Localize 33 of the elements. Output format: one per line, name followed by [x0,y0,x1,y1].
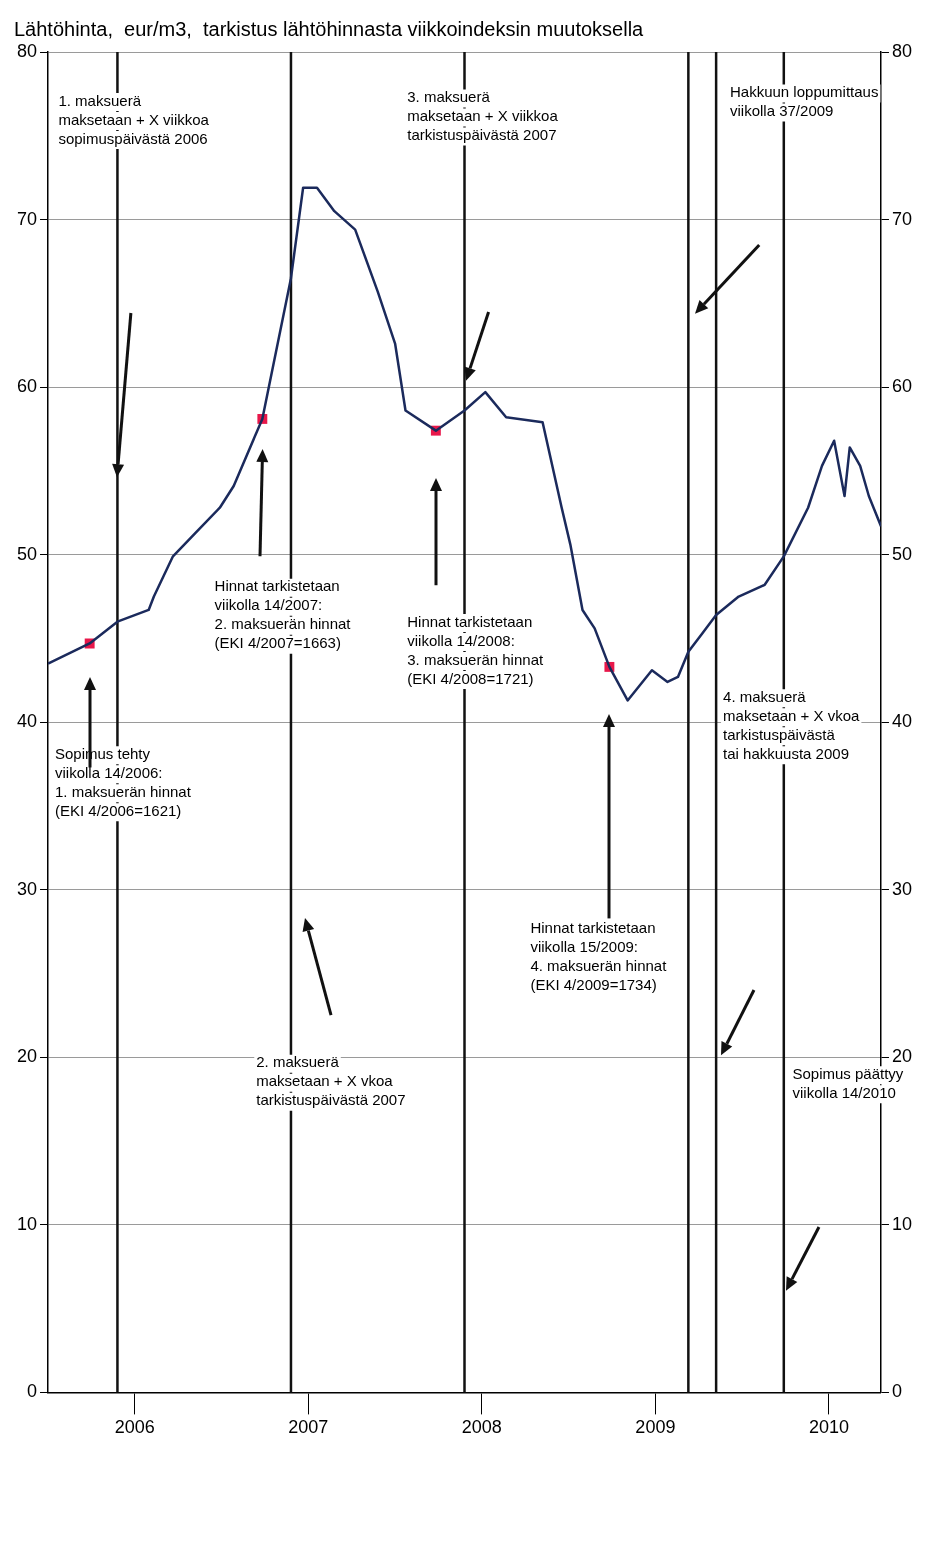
annotation: Hinnat tarkistetaan viikolla 14/2007: 2. maksuerän hinnat (EKI 4/2007=1663) [214,577,352,652]
annotation: Hakkuun loppumittaus viikolla 37/2009 [730,83,879,120]
y2-tick-label: 20 [891,1046,913,1067]
x-tick-label: 2007 [288,1417,329,1438]
y2-tick-label: 40 [891,711,913,732]
annotation: 2. maksuerä maksetaan + X vkoa tarkistuspäivästä 2007 [256,1053,406,1109]
x-tick-label: 2006 [114,1417,155,1438]
x-tick-label: 2009 [635,1417,676,1438]
y2-tick-label: 0 [891,1381,902,1402]
y-tick-label: 0 [27,1381,38,1402]
annotation: 3. maksuerä maksetaan + X viikkoa tarkistuspäivästä 2007 [407,88,559,144]
y-tick-label: 80 [16,40,38,61]
y-tick-label: 60 [16,376,38,397]
annotation: 1. maksuerä maksetaan + X viikkoa sopimuspäivästä 2006 [58,91,210,147]
chart-title: Lähtöhinta, eur/m3, tarkistus lähtöhinnasta viikkoindeksin muutoksella [14,17,645,40]
y-tick-label: 30 [16,878,38,899]
x-tick-label: 2010 [808,1417,849,1438]
y-tick-label: 20 [16,1046,38,1067]
x-tick-label: 2008 [461,1417,502,1438]
y2-tick-label: 50 [891,543,913,564]
y-tick-label: 10 [16,1213,38,1234]
y-tick-label: 50 [16,543,38,564]
annotation: Hinnat tarkistetaan viikolla 15/2009: 4. maksuerän hinnat (EKI 4/2009=1734) [530,919,668,994]
y2-tick-label: 10 [891,1213,913,1234]
y2-tick-label: 70 [891,208,913,229]
annotation: 4. maksuerä maksetaan + X vkoa tarkistuspäivästä tai hakkuusta 2009 [723,688,861,763]
y2-tick-label: 80 [891,40,913,61]
y-tick-label: 70 [16,208,38,229]
y-tick-label: 40 [16,711,38,732]
annotation: Hinnat tarkistetaan viikolla 14/2008: 3. maksuerän hinnat (EKI 4/2008=1721) [407,612,544,687]
annotation: Sopimus päättyy viikolla 14/2010 [792,1064,904,1101]
y2-tick-label: 60 [891,376,913,397]
y2-tick-label: 30 [891,878,913,899]
